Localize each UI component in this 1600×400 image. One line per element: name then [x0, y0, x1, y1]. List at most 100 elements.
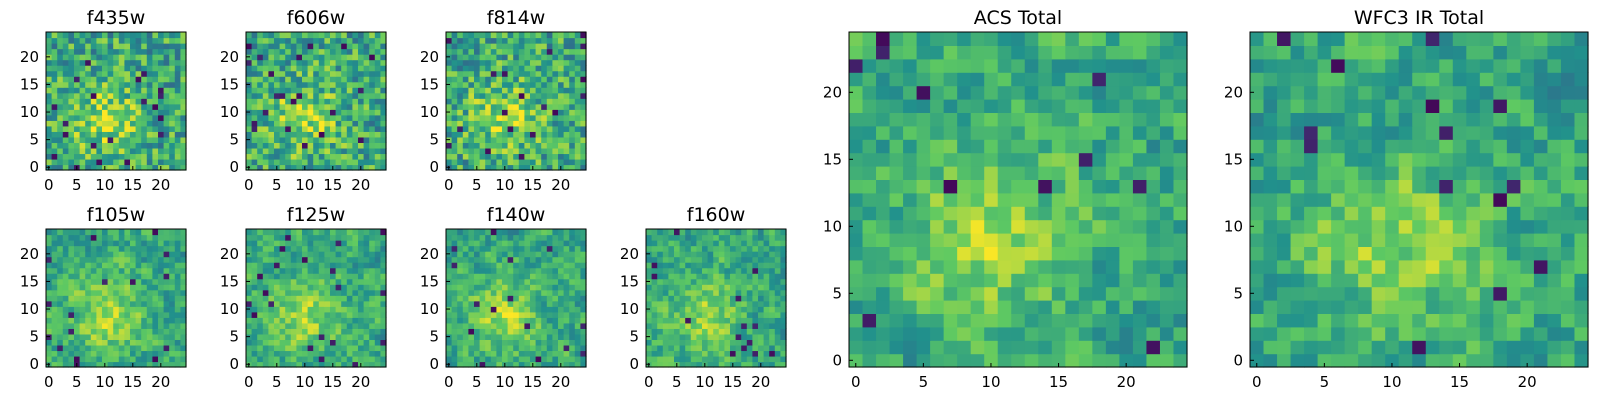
heatmap-cell: [141, 164, 148, 171]
heatmap-cell: [113, 229, 120, 236]
heatmap-cell: [758, 295, 765, 302]
heatmap-cell: [380, 361, 387, 368]
heatmap-cell: [541, 98, 548, 105]
heatmap-cell: [363, 142, 370, 149]
heatmap-cell: [724, 289, 731, 296]
heatmap-cell: [1024, 233, 1039, 247]
heatmap-cell: [507, 300, 514, 307]
heatmap-cell: [657, 289, 664, 296]
heatmap-cell: [479, 322, 486, 329]
heatmap-cell: [657, 240, 664, 247]
heatmap-cell: [358, 125, 365, 132]
heatmap-cell: [769, 322, 776, 329]
heatmap-cell: [535, 147, 542, 155]
heatmap-cell: [169, 234, 176, 241]
heatmap-cell: [657, 344, 664, 352]
heatmap-cell: [524, 59, 531, 66]
heatmap-cell: [251, 355, 258, 363]
heatmap-cell: [352, 125, 359, 132]
heatmap-cell: [251, 32, 258, 39]
heatmap-cell: [916, 125, 931, 140]
heatmap-cell: [930, 273, 945, 288]
heatmap-cell: [130, 317, 137, 324]
heatmap-cell: [51, 37, 58, 44]
heatmap-cell: [763, 355, 770, 363]
heatmap-cell: [903, 340, 918, 355]
heatmap-cell: [346, 76, 353, 83]
heatmap-cell: [535, 114, 542, 121]
heatmap-cell: [358, 328, 365, 335]
heatmap-cell: [580, 295, 587, 302]
heatmap-cell: [930, 179, 945, 194]
heatmap-cell: [363, 300, 370, 307]
heatmap-cell: [180, 65, 187, 72]
heatmap-cell: [1119, 326, 1134, 341]
heatmap-cell: [57, 76, 64, 83]
heatmap-cell: [46, 98, 53, 105]
heatmap-cell: [668, 355, 675, 363]
heatmap-cell: [724, 284, 731, 291]
heatmap-cell: [468, 328, 475, 335]
heatmap-cell: [718, 262, 725, 269]
heatmap-cell: [518, 273, 525, 280]
heatmap-cell: [997, 206, 1012, 221]
heatmap-cell: [313, 344, 320, 352]
heatmap-cell: [335, 109, 342, 116]
heatmap-cell: [141, 76, 148, 83]
heatmap-cell: [916, 219, 931, 234]
heatmap-cell: [130, 262, 137, 269]
heatmap-cell: [651, 300, 658, 307]
heatmap-cell: [107, 256, 114, 263]
heatmap-cell: [457, 317, 464, 324]
heatmap-cell: [57, 54, 64, 61]
heatmap-cell: [496, 131, 503, 138]
heatmap-cell: [251, 306, 258, 313]
heatmap-cell: [685, 245, 692, 252]
heatmap-cell: [274, 59, 281, 66]
heatmap-cell: [146, 267, 153, 274]
heatmap-cell: [485, 142, 492, 149]
heatmap-cell: [74, 76, 81, 83]
heatmap-cell: [490, 262, 497, 269]
x-tick-label: 20: [751, 373, 770, 391]
plot-frame: [245, 31, 387, 171]
heatmap-cell: [107, 87, 114, 94]
heatmap-cell: [296, 87, 303, 94]
heatmap-cell: [1105, 259, 1120, 274]
heatmap-cell: [758, 306, 765, 313]
heatmap-cell: [943, 192, 958, 207]
heatmap-cell: [296, 142, 303, 149]
heatmap-cell: [916, 166, 931, 180]
heatmap-cell: [262, 37, 269, 44]
y-tick-label: 0: [29, 355, 39, 373]
heatmap-cell: [163, 32, 170, 39]
heatmap-cell: [490, 54, 497, 61]
heatmap-cell: [457, 234, 464, 241]
heatmap-cell: [674, 273, 681, 280]
heatmap-cell: [302, 120, 309, 127]
heatmap-cell: [74, 158, 81, 166]
heatmap-cell: [1119, 300, 1134, 314]
heatmap-cell: [51, 43, 58, 50]
heatmap-cell: [268, 344, 275, 352]
heatmap-cell: [457, 98, 464, 105]
heatmap-cell: [251, 311, 258, 318]
heatmap-cell: [90, 306, 97, 313]
heatmap-cell: [451, 43, 458, 50]
heatmap-cell: [524, 81, 531, 88]
heatmap-cell: [696, 333, 703, 340]
heatmap-cell: [158, 153, 165, 160]
heatmap-cell: [330, 147, 337, 155]
heatmap-cell: [474, 131, 481, 138]
heatmap-cell: [96, 120, 103, 127]
heatmap-cell: [358, 48, 365, 55]
heatmap-cell: [485, 322, 492, 329]
heatmap-cell: [507, 109, 514, 116]
heatmap-cell: [668, 295, 675, 302]
heatmap-cell: [268, 295, 275, 302]
heatmap-cell: [569, 300, 576, 307]
heatmap-cell: [68, 317, 75, 324]
heatmap-cell: [158, 92, 165, 99]
heatmap-cell: [62, 262, 69, 269]
heatmap-cell: [130, 153, 137, 160]
